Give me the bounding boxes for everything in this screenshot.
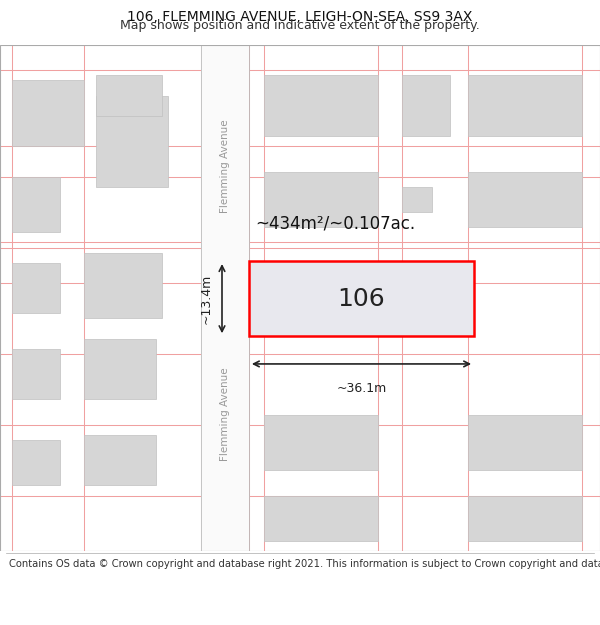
Bar: [96, 76, 162, 116]
Bar: [468, 171, 582, 227]
Bar: [249, 261, 474, 336]
Bar: [264, 496, 378, 541]
Bar: [96, 96, 168, 187]
Bar: [12, 349, 60, 399]
Bar: [84, 253, 162, 318]
Bar: [84, 339, 156, 399]
Bar: [468, 496, 582, 541]
Text: Flemming Avenue: Flemming Avenue: [220, 120, 230, 213]
Text: ~434m²/~0.107ac.: ~434m²/~0.107ac.: [255, 214, 415, 232]
Text: Contains OS data © Crown copyright and database right 2021. This information is : Contains OS data © Crown copyright and d…: [9, 559, 600, 569]
Bar: [264, 171, 378, 227]
Bar: [468, 76, 582, 136]
Bar: [84, 435, 156, 486]
Bar: [12, 177, 60, 232]
Bar: [402, 187, 432, 212]
Bar: [12, 262, 60, 313]
Bar: [402, 76, 450, 136]
Bar: [264, 414, 378, 470]
Bar: [468, 414, 582, 470]
Text: ~13.4m: ~13.4m: [200, 274, 213, 324]
Text: ~36.1m: ~36.1m: [337, 382, 386, 394]
Bar: [264, 76, 378, 136]
Text: Flemming Avenue: Flemming Avenue: [220, 368, 230, 461]
Text: 106: 106: [338, 287, 385, 311]
Bar: [12, 440, 60, 486]
Bar: [12, 81, 84, 146]
Text: Map shows position and indicative extent of the property.: Map shows position and indicative extent…: [120, 19, 480, 32]
Text: 106, FLEMMING AVENUE, LEIGH-ON-SEA, SS9 3AX: 106, FLEMMING AVENUE, LEIGH-ON-SEA, SS9 …: [127, 10, 473, 24]
Bar: [201, 45, 249, 551]
